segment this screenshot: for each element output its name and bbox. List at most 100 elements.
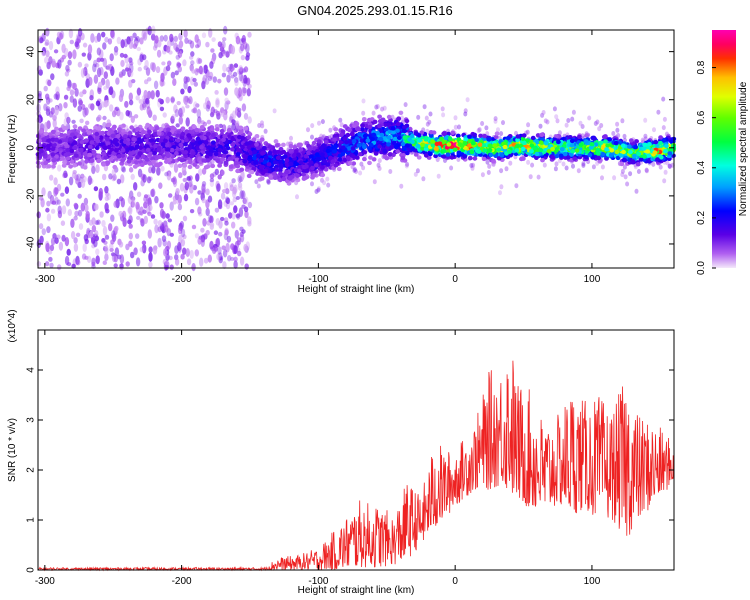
noise-speck bbox=[499, 184, 504, 190]
noise-speck bbox=[231, 119, 237, 126]
noise-speck bbox=[152, 114, 157, 121]
noise-speck bbox=[41, 51, 46, 57]
spectrogram-cell bbox=[127, 131, 133, 136]
noise-speck bbox=[404, 163, 409, 169]
spectrogram-cell bbox=[281, 149, 287, 155]
noise-speck bbox=[486, 170, 491, 175]
noise-speck bbox=[668, 164, 672, 170]
noise-speck bbox=[380, 106, 385, 112]
noise-speck bbox=[403, 102, 408, 108]
noise-speck bbox=[597, 126, 602, 132]
noise-speck bbox=[210, 246, 215, 252]
noise-speck bbox=[95, 164, 100, 174]
spectrogram-cell bbox=[336, 166, 342, 172]
noise-speck bbox=[167, 60, 172, 67]
noise-speck bbox=[39, 37, 44, 44]
noise-speck bbox=[413, 171, 418, 177]
noise-speck bbox=[175, 44, 181, 54]
noise-speck bbox=[114, 247, 120, 257]
noise-speck bbox=[493, 118, 498, 124]
noise-speck bbox=[496, 127, 500, 133]
noise-speck bbox=[587, 115, 592, 121]
noise-speck bbox=[371, 110, 376, 116]
noise-speck bbox=[220, 192, 226, 200]
noise-speck bbox=[469, 163, 474, 168]
noise-speck bbox=[425, 121, 430, 127]
spectrogram-cell bbox=[228, 164, 234, 169]
noise-speck bbox=[223, 111, 228, 121]
spectrogram-cell bbox=[367, 124, 373, 130]
noise-speck bbox=[203, 102, 208, 110]
noise-speck bbox=[240, 170, 245, 181]
spectrogram-cell bbox=[184, 137, 189, 143]
noise-speck bbox=[163, 34, 168, 42]
noise-speck bbox=[361, 98, 366, 104]
noise-speck bbox=[225, 51, 230, 58]
noise-speck bbox=[207, 254, 212, 263]
noise-speck bbox=[127, 207, 132, 214]
noise-speck bbox=[118, 94, 124, 102]
noise-speck bbox=[242, 197, 247, 205]
noise-speck bbox=[159, 106, 165, 112]
spectrogram-ridge-layer bbox=[35, 110, 677, 186]
noise-speck bbox=[146, 204, 151, 215]
noise-speck bbox=[224, 220, 229, 226]
noise-speck bbox=[465, 97, 470, 103]
noise-speck bbox=[146, 176, 152, 184]
spectrogram-cell bbox=[112, 124, 117, 129]
spectrogram-cell bbox=[282, 154, 288, 159]
spectrogram-cell bbox=[520, 136, 526, 141]
noise-speck bbox=[120, 165, 126, 172]
noise-speck bbox=[143, 194, 149, 199]
noise-speck bbox=[43, 85, 48, 92]
noise-speck bbox=[113, 46, 119, 53]
noise-speck bbox=[267, 179, 271, 184]
noise-speck bbox=[196, 68, 201, 73]
noise-speck bbox=[118, 71, 124, 78]
noise-speck bbox=[175, 188, 180, 195]
noise-speck bbox=[95, 255, 100, 265]
noise-speck bbox=[211, 37, 216, 42]
spectrogram-cell bbox=[443, 135, 449, 141]
noise-speck bbox=[48, 40, 54, 51]
noise-speck bbox=[91, 217, 96, 226]
spectrogram-cell bbox=[73, 153, 79, 158]
noise-speck bbox=[185, 117, 190, 127]
noise-speck bbox=[145, 97, 150, 105]
noise-speck bbox=[317, 120, 321, 126]
spectrogram-cell bbox=[238, 129, 244, 135]
noise-speck bbox=[182, 247, 187, 255]
noise-speck bbox=[526, 159, 531, 165]
spectrogram-cell bbox=[214, 127, 220, 132]
noise-speck bbox=[139, 54, 144, 63]
spectrogram-cell bbox=[93, 125, 98, 130]
noise-speck bbox=[200, 237, 205, 248]
spectrogram-cell bbox=[519, 156, 524, 162]
noise-speck bbox=[168, 193, 173, 198]
noise-speck bbox=[183, 29, 188, 38]
spectrogram-cell bbox=[596, 151, 601, 156]
spectrogram-cell bbox=[163, 138, 168, 143]
noise-speck bbox=[581, 162, 586, 168]
noise-speck bbox=[593, 121, 598, 126]
noise-speck bbox=[131, 200, 136, 208]
noise-speck bbox=[95, 62, 100, 68]
noise-speck bbox=[197, 190, 202, 195]
spectrogram-cell bbox=[243, 126, 249, 131]
spectrogram-cell bbox=[619, 161, 625, 167]
spectrogram-cell bbox=[120, 153, 126, 158]
noise-speck bbox=[155, 89, 160, 98]
noise-speck bbox=[94, 203, 99, 211]
noise-speck bbox=[83, 197, 89, 206]
spectrogram-cell bbox=[423, 153, 429, 158]
noise-speck bbox=[244, 210, 249, 219]
noise-speck bbox=[499, 131, 504, 137]
noise-speck bbox=[247, 201, 253, 209]
noise-speck bbox=[127, 110, 133, 118]
noise-speck bbox=[325, 176, 330, 182]
spectrogram-cell bbox=[132, 164, 138, 169]
noise-speck bbox=[69, 95, 75, 103]
spectrogram-cell bbox=[529, 143, 535, 148]
noise-speck bbox=[144, 59, 149, 69]
noise-speck bbox=[615, 127, 620, 133]
